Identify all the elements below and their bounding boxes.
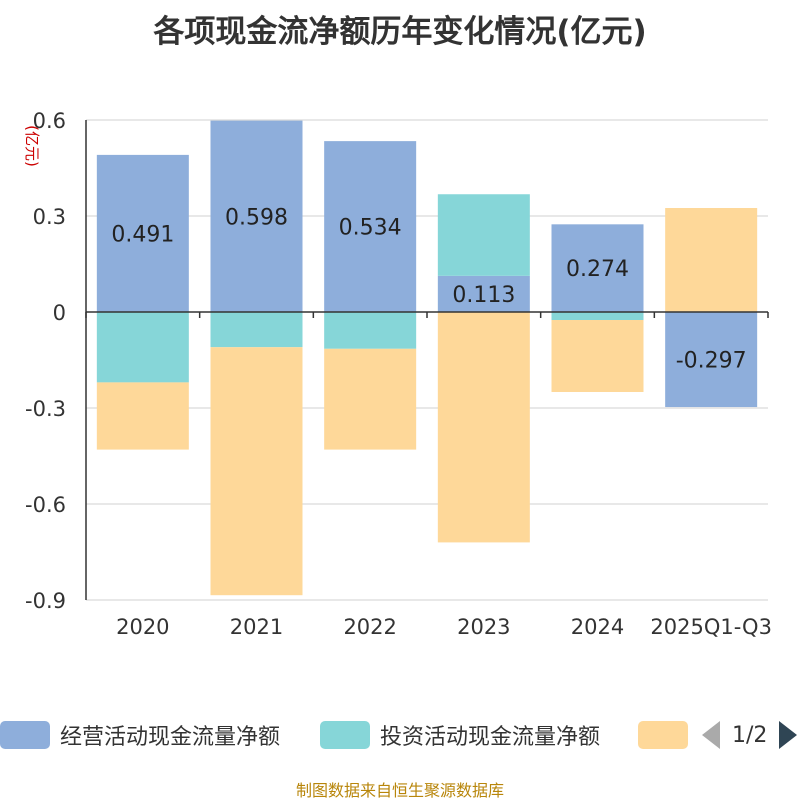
legend-item-investing[interactable]: 投资活动现金流量净额: [320, 717, 600, 753]
x-tick-label: 2020: [116, 615, 169, 639]
legend-item-operating[interactable]: 经营活动现金流量净额: [0, 717, 280, 753]
legend-prev-page-icon[interactable]: [702, 721, 720, 749]
bar-financing-2025Q1-Q3[interactable]: [665, 208, 758, 312]
y-tick-label: -0.6: [25, 493, 66, 517]
y-tick-label: -0.9: [25, 589, 66, 613]
bar-financing-2020[interactable]: [96, 382, 189, 450]
data-label-2023: 0.113: [452, 283, 515, 308]
bar-investing-2024[interactable]: [551, 312, 644, 320]
x-tick-label: 2022: [343, 615, 396, 639]
legend-pager: 1/2: [702, 717, 798, 753]
data-label-2025Q1-Q3: -0.297: [676, 349, 747, 374]
legend-swatch-operating: [0, 721, 50, 749]
bar-operating-2021[interactable]: [210, 120, 303, 312]
bar-financing-2024[interactable]: [551, 320, 644, 392]
bar-investing-2021[interactable]: [210, 312, 303, 348]
data-label-2024: 0.274: [566, 257, 629, 282]
legend-item-financing[interactable]: [638, 717, 698, 753]
bar-operating-2024[interactable]: [551, 224, 644, 312]
bar-operating-2025Q1-Q3[interactable]: [665, 312, 758, 408]
legend-next-page-icon[interactable]: [779, 721, 798, 749]
y-tick-label: 0: [53, 301, 66, 325]
bar-operating-2020[interactable]: [96, 154, 189, 312]
data-label-2021: 0.598: [225, 205, 288, 230]
cashflow-chart: 0.6 0.3 0 -0.3 -0.6 -0.9 (亿元) 0.491 2020 0.598 202…: [23, 109, 772, 639]
x-tick-label: 2021: [230, 615, 283, 639]
legend-swatch-investing: [320, 721, 370, 749]
y-tick-label: -0.3: [25, 397, 66, 421]
legend-swatch-financing: [638, 721, 688, 749]
data-label-2020: 0.491: [111, 222, 174, 247]
bar-financing-2023[interactable]: [437, 312, 530, 543]
legend-label-investing: 投资活动现金流量净额: [380, 725, 601, 750]
data-label-2022: 0.534: [339, 216, 402, 241]
bar-investing-2023[interactable]: [437, 194, 530, 276]
y-tick-label: 0.3: [33, 205, 66, 229]
legend-page-indicator: 1/2: [732, 722, 768, 748]
y-tick-label: 0.6: [33, 109, 66, 133]
bar-investing-2020[interactable]: [96, 312, 189, 383]
bar-financing-2021[interactable]: [210, 347, 303, 596]
data-source-footer: 制图数据来自恒生聚源数据库: [295, 781, 504, 800]
legend: 经营活动现金流量净额 投资活动现金流量净额 1/2: [0, 717, 800, 753]
x-tick-label: 2025Q1-Q3: [650, 615, 772, 639]
chart-title: 各项现金流净额历年变化情况(亿元): [153, 14, 647, 50]
y-axis-title: (亿元): [23, 125, 41, 167]
x-tick-label: 2023: [457, 615, 510, 639]
bar-financing-2022[interactable]: [324, 348, 417, 450]
bar-operating-2022[interactable]: [324, 141, 417, 312]
legend-label-operating: 经营活动现金流量净额: [60, 725, 281, 750]
bar-investing-2022[interactable]: [324, 312, 417, 349]
bar-operating-2023[interactable]: [437, 275, 530, 312]
x-tick-label: 2024: [571, 615, 624, 639]
